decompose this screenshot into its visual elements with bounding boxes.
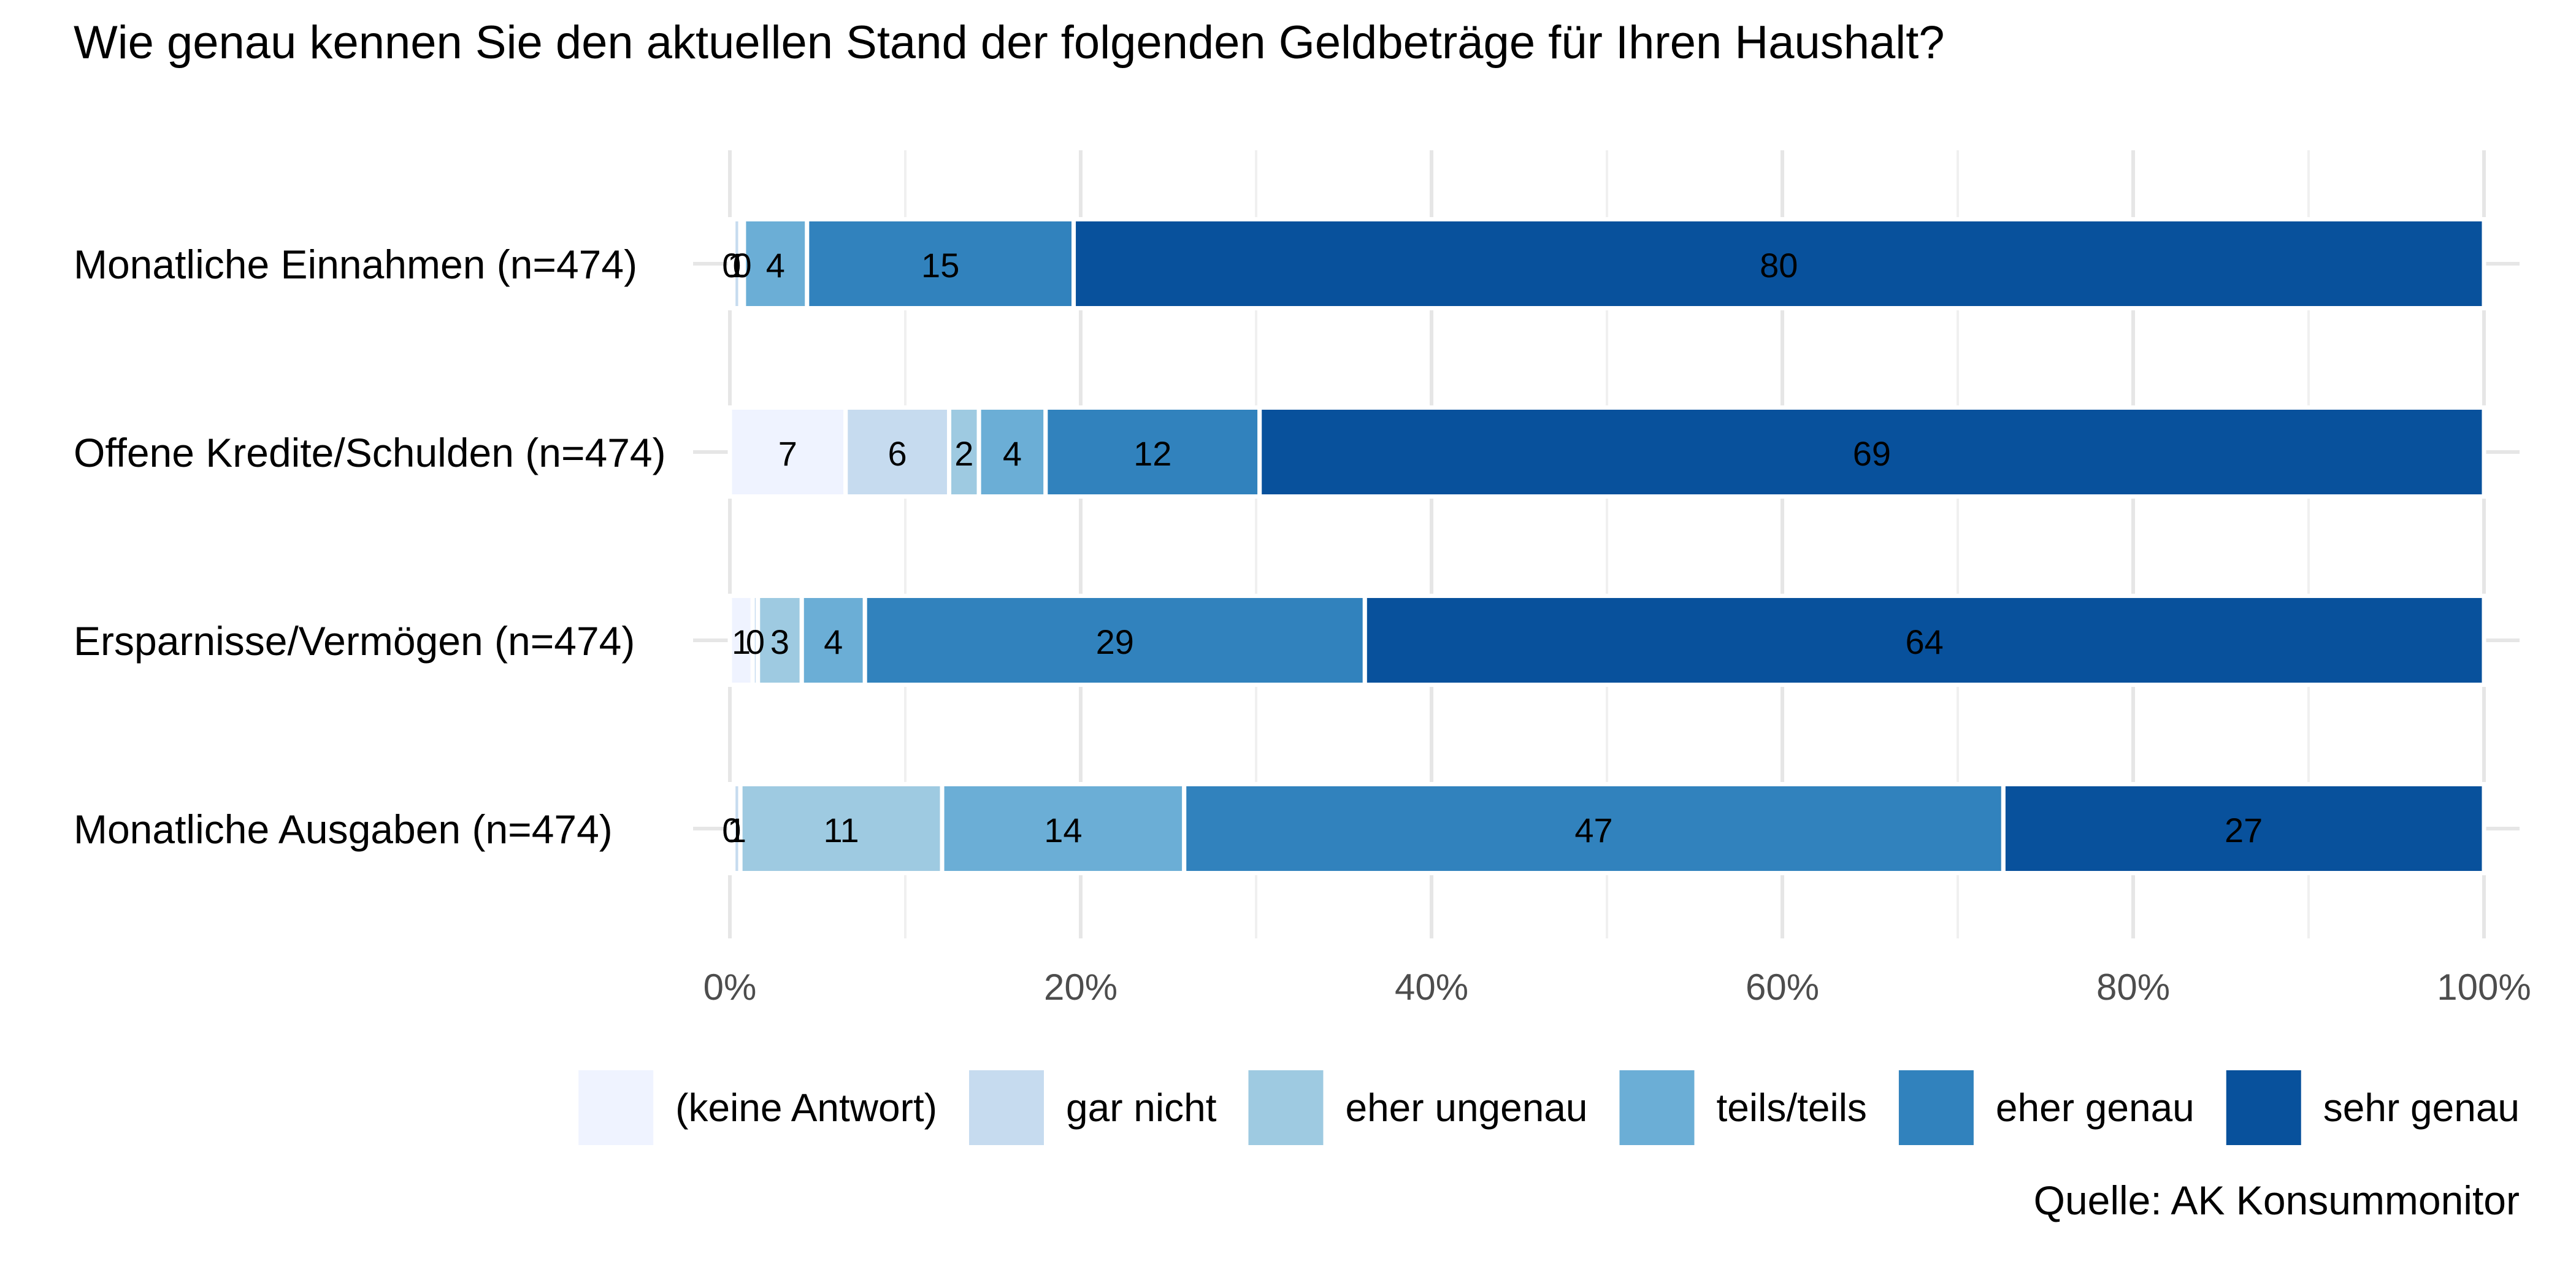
data-label: 1: [727, 246, 746, 285]
bar-segment: [756, 594, 804, 687]
category-label: Ersparnisse/Vermögen (n=474): [74, 618, 635, 664]
legend-label: eher genau: [1996, 1086, 2195, 1130]
data-label: 1: [732, 623, 751, 661]
legend-label: teils/teils: [1717, 1086, 1867, 1130]
bar-segment: [1257, 405, 2486, 499]
data-label: 0: [732, 246, 751, 285]
data-label: 12: [1133, 434, 1171, 473]
data-label: 29: [1096, 623, 1134, 661]
data-label: 6: [888, 434, 907, 473]
data-label: 80: [1760, 246, 1798, 285]
x-tick-label: 20%: [1044, 967, 1117, 1008]
bar-segment: [2001, 782, 2486, 875]
bar-segment: [805, 217, 1076, 310]
bar-segment: [1362, 594, 2486, 687]
legend-swatch: [2226, 1070, 2301, 1145]
data-label: 4: [1003, 434, 1022, 473]
bar-segment: [1182, 782, 2006, 875]
data-label: 2: [954, 434, 973, 473]
data-label: 11: [824, 811, 859, 849]
legend-label: sehr genau: [2323, 1086, 2520, 1130]
data-label: 7: [778, 434, 797, 473]
category-label: Monatliche Ausgaben (n=474): [74, 807, 613, 852]
bar-segment: [742, 217, 810, 310]
data-label: 47: [1574, 811, 1612, 849]
legend-swatch: [578, 1070, 654, 1145]
legend: (keine Antwort) gar nicht eher ungenau teil…: [578, 1070, 2520, 1145]
x-tick-label: 40%: [1395, 967, 1468, 1008]
data-label: 69: [1853, 434, 1891, 473]
x-tick-label: 80%: [2096, 967, 2170, 1008]
bar-segment: [1043, 405, 1262, 499]
legend-swatch: [1898, 1070, 1974, 1145]
legend-label: gar nicht: [1066, 1086, 1217, 1130]
data-label: 4: [766, 246, 785, 285]
data-label: 3: [770, 623, 789, 661]
bars: [727, 217, 2486, 875]
bar-segment: [799, 594, 867, 687]
legend-swatch: [1248, 1070, 1324, 1145]
data-label: 0: [722, 246, 741, 285]
x-tick-label: 60%: [1746, 967, 1819, 1008]
data-label: 64: [1906, 623, 1944, 661]
legend-swatch: [1619, 1070, 1695, 1145]
bar-segment: [1071, 217, 2486, 310]
chart-caption: Quelle: AK Konsummonitor: [2034, 1178, 2520, 1223]
data-label: 15: [921, 246, 959, 285]
data-label: 4: [824, 623, 843, 661]
x-tick-label: 0%: [703, 967, 757, 1008]
chart-title: Wie genau kennen Sie den aktuellen Stand…: [74, 17, 1945, 69]
legend-label: (keine Antwort): [675, 1086, 937, 1130]
data-label: 27: [2225, 811, 2263, 849]
bar-segment: [727, 594, 755, 687]
data-label: 1: [727, 811, 746, 849]
x-tick-label: 100%: [2437, 967, 2531, 1008]
legend-label: eher ungenau: [1345, 1086, 1587, 1130]
data-label: 0: [722, 811, 741, 849]
legend-swatch: [969, 1070, 1044, 1145]
category-label: Monatliche Einnahmen (n=474): [74, 242, 637, 287]
category-label: Offene Kredite/Schulden (n=474): [74, 430, 666, 475]
bar-segment: [862, 594, 1367, 687]
data-label: 14: [1044, 811, 1082, 849]
bar-segment: [738, 782, 945, 875]
data-label: 0: [746, 623, 765, 661]
axes: Monatliche Einnahmen (n=474) Offene Kredi…: [74, 242, 2531, 1008]
